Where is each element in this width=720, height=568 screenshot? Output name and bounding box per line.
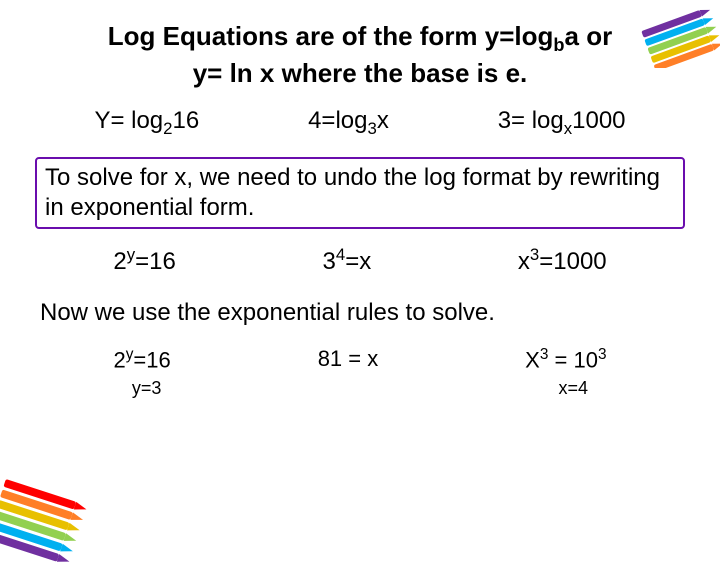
answers-row: 2y=16 81 = x X3 = 103 <box>40 346 680 373</box>
example-3: 3= logx1000 <box>498 107 626 139</box>
crayon-bundle-left <box>0 478 96 568</box>
examples-row: Y= log216 4=log3x 3= logx1000 <box>40 107 680 139</box>
final-3: x=4 <box>468 378 679 399</box>
expform-2: 34=x <box>323 245 372 276</box>
answer-2: 81 = x <box>318 346 379 373</box>
exponential-forms-row: 2y=16 34=x x3=1000 <box>40 245 680 276</box>
exponential-rules-note: Now we use the exponential rules to solv… <box>40 298 680 328</box>
example-2: 4=log3x <box>308 107 389 139</box>
expform-3: x3=1000 <box>518 245 607 276</box>
solve-note-box: To solve for x, we need to undo the log … <box>35 157 685 229</box>
final-1: y=3 <box>41 378 252 399</box>
slide-title: Log Equations are of the form y=logba or… <box>40 20 680 89</box>
final-row: y=3 x=4 <box>40 378 680 399</box>
final-2 <box>254 378 465 399</box>
title-line2: y= ln x where the base is e. <box>193 58 528 88</box>
answer-3: X3 = 103 <box>525 346 606 373</box>
title-line1: Log Equations are of the form y=logba or <box>108 21 612 51</box>
slide: Log Equations are of the form y=logba or… <box>0 20 720 560</box>
expform-1: 2y=16 <box>113 245 175 276</box>
example-1: Y= log216 <box>94 107 199 139</box>
answer-1: 2y=16 <box>113 346 170 373</box>
